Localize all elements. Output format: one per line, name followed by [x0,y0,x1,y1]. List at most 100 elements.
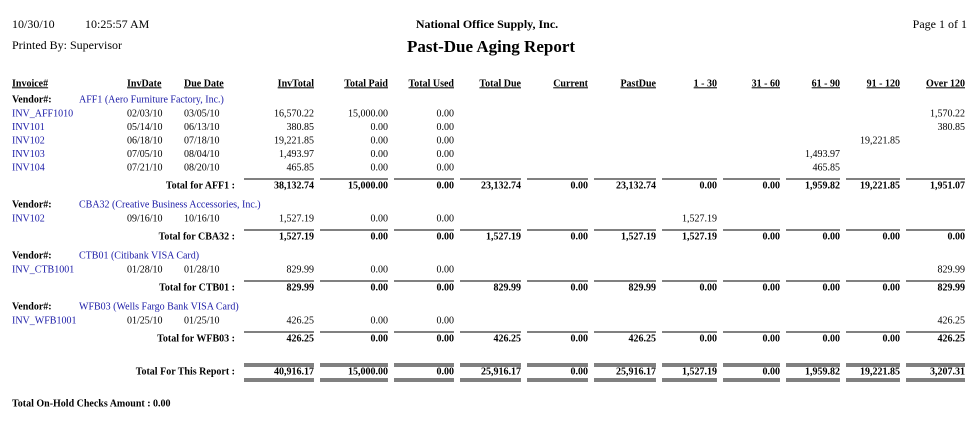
total-label: Total for AFF1 : [166,180,235,191]
total-cell: 0.00 [823,282,841,293]
total-cell: 0.00 [883,282,901,293]
cell: 06/18/10 [127,135,163,146]
vendor-name: WFB03 (Wells Fargo Bank VISA Card) [79,301,239,312]
cell: 829.99 [938,264,966,275]
printed-by: Printed By: Supervisor [12,38,122,52]
on-hold-total: Total On-Hold Checks Amount : 0.00 [12,398,171,409]
total-cell: 0.00 [571,282,589,293]
total-cell: 0.00 [700,180,718,191]
cell: 380.85 [938,122,966,133]
cell: 15,000.00 [348,108,388,119]
cell: 08/04/10 [184,149,220,160]
column-header: PastDue [620,78,656,89]
total-cell: 0.00 [571,231,589,242]
report-date: 10/30/10 [12,17,55,31]
grand-total-cell: 0.00 [437,366,455,377]
cell: 0.00 [371,135,389,146]
invoice-number: INV_WFB1001 [12,315,76,326]
cell: 08/20/10 [184,162,220,173]
total-cell: 1,527.19 [621,231,656,242]
cell: 01/28/10 [127,264,163,275]
total-cell: 829.99 [629,282,657,293]
total-cell: 1,951.07 [930,180,965,191]
grand-total-cell: 0.00 [763,366,781,377]
cell: 19,221.85 [860,135,900,146]
cell: 06/13/10 [184,122,220,133]
total-cell: 23,132.74 [481,180,521,191]
total-cell: 23,132.74 [616,180,656,191]
grand-total-cell: 25,916.17 [481,366,521,377]
cell: 19,221.85 [274,135,314,146]
cell: 465.85 [813,162,841,173]
total-label: Total for CBA32 : [159,231,235,242]
invoice-number: INV104 [12,162,45,173]
cell: 1,493.97 [279,149,314,160]
cell: 0.00 [371,315,389,326]
total-cell: 1,527.19 [486,231,521,242]
grand-total-cell: 15,000.00 [348,366,388,377]
total-cell: 0.00 [371,282,389,293]
column-header: Current [553,78,588,89]
cell: 01/25/10 [127,315,163,326]
total-cell: 426.25 [629,333,657,344]
total-cell: 829.99 [494,282,522,293]
total-cell: 0.00 [823,333,841,344]
cell: 380.85 [287,122,315,133]
total-cell: 0.00 [700,282,718,293]
cell: 426.25 [287,315,315,326]
cell: 0.00 [371,162,389,173]
grand-total-cell: 40,916.17 [274,366,314,377]
total-cell: 0.00 [883,231,901,242]
total-cell: 0.00 [948,231,966,242]
cell: 0.00 [371,122,389,133]
total-cell: 829.99 [938,282,966,293]
page-number: Page 1 of 1 [913,17,967,31]
total-cell: 19,221.85 [860,180,900,191]
report-time: 10:25:57 AM [85,17,150,31]
cell: 01/25/10 [184,315,220,326]
grand-total-cell: 3,207.31 [930,366,965,377]
invoice-number: INV101 [12,122,45,133]
cell: 03/05/10 [184,108,220,119]
total-cell: 0.00 [437,333,455,344]
cell: 426.25 [938,315,966,326]
total-cell: 426.25 [494,333,522,344]
cell: 09/16/10 [127,213,163,224]
invoice-number: INV_CTB1001 [12,264,74,275]
total-cell: 0.00 [823,231,841,242]
total-cell: 0.00 [763,180,781,191]
cell: 0.00 [437,162,455,173]
cell: 0.00 [437,315,455,326]
total-cell: 426.25 [938,333,966,344]
grand-total-label: Total For This Report : [136,366,235,377]
total-cell: 1,527.19 [682,231,717,242]
cell: 0.00 [437,149,455,160]
grand-total-cell: 1,527.19 [682,366,717,377]
total-cell: 0.00 [883,333,901,344]
total-cell: 0.00 [371,231,389,242]
total-cell: 0.00 [763,333,781,344]
total-cell: 1,527.19 [279,231,314,242]
cell: 0.00 [437,108,455,119]
cell: 07/18/10 [184,135,220,146]
cell: 10/16/10 [184,213,220,224]
total-cell: 0.00 [437,282,455,293]
total-cell: 38,132.74 [274,180,314,191]
column-header: Total Due [479,78,521,89]
cell: 07/05/10 [127,149,163,160]
total-cell: 0.00 [437,231,455,242]
cell: 0.00 [371,149,389,160]
column-header: 91 - 120 [867,78,900,89]
total-cell: 829.99 [287,282,315,293]
vendor-name: CTB01 (Citibank VISA Card) [79,250,199,261]
column-header: Due Date [184,78,224,89]
cell: 829.99 [287,264,315,275]
column-header: 61 - 90 [812,78,840,89]
cell: 05/14/10 [127,122,163,133]
column-header: 31 - 60 [752,78,780,89]
total-cell: 0.00 [700,333,718,344]
cell: 1,493.97 [805,149,840,160]
total-cell: 0.00 [571,333,589,344]
cell: 1,527.19 [682,213,717,224]
